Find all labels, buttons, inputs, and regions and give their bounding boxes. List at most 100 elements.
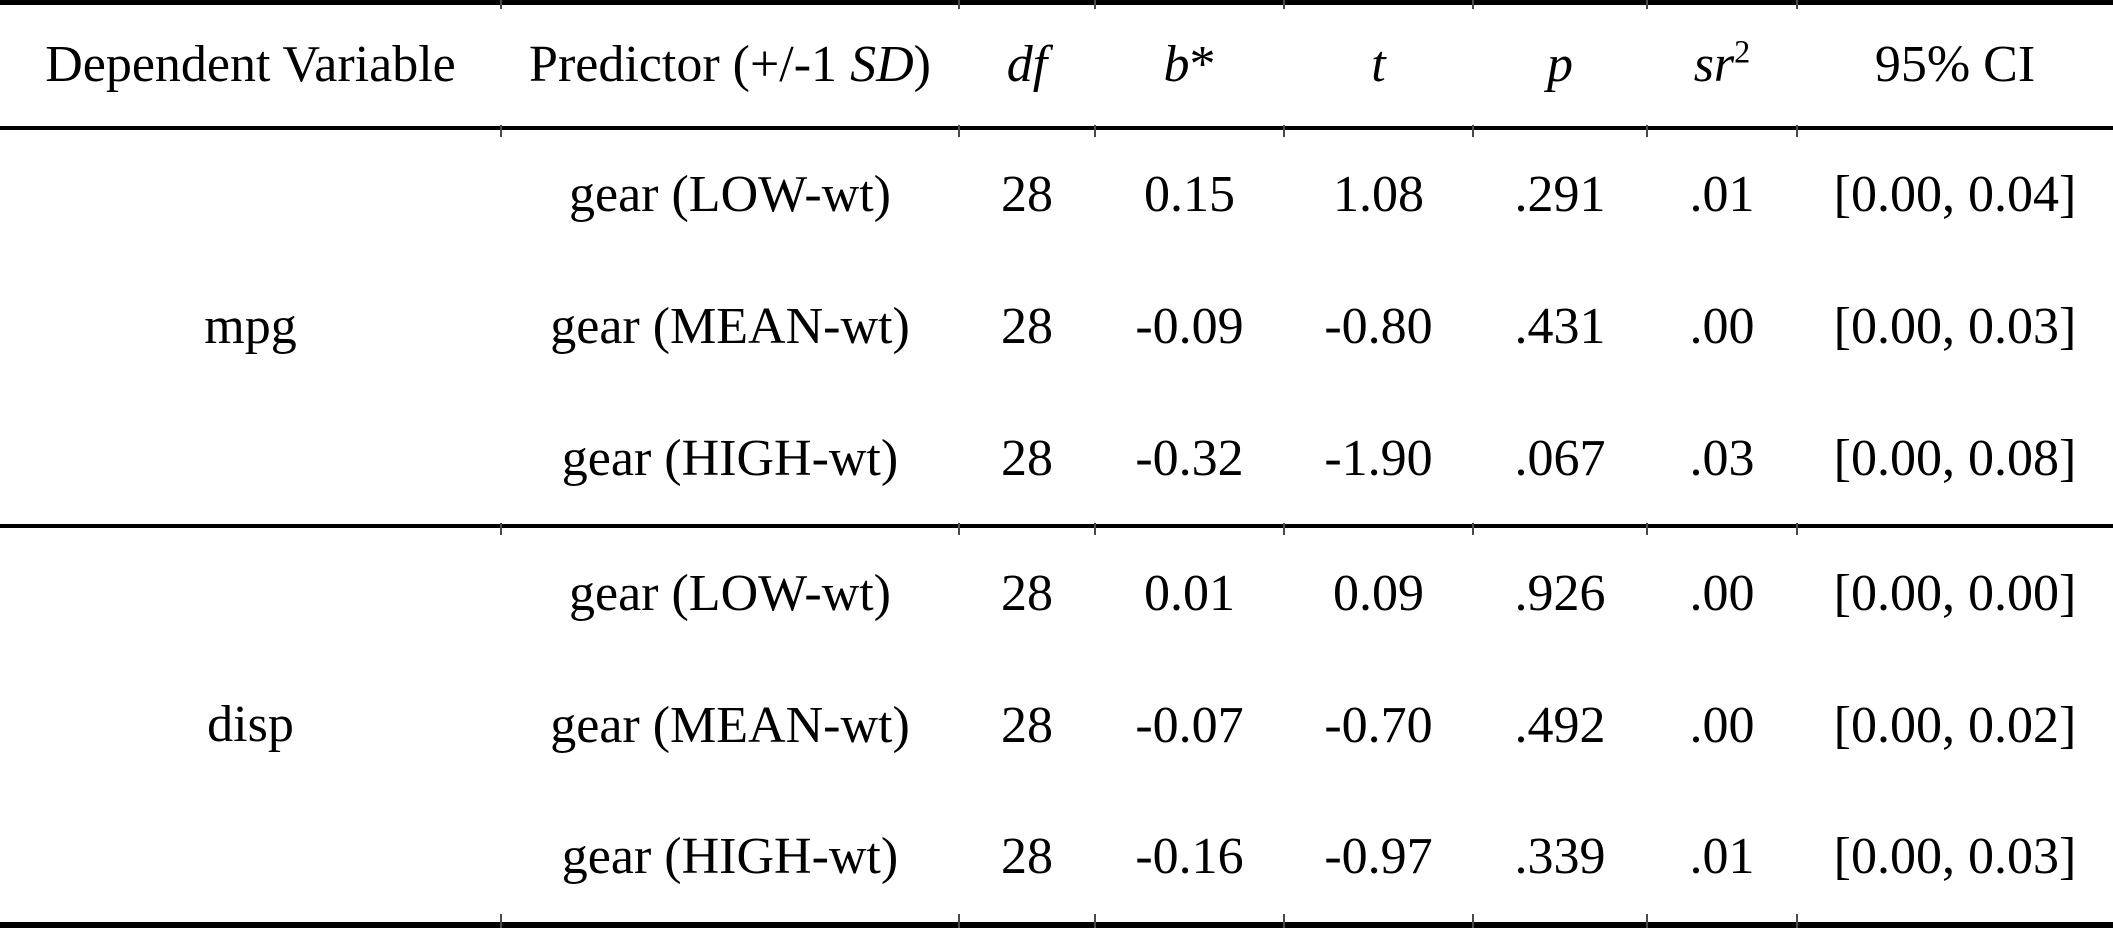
column-junction-tick: [1094, 0, 1096, 9]
cell-b: -0.16: [1135, 828, 1244, 886]
header-t-label: t: [1371, 36, 1386, 94]
header-b-star: b*: [1095, 2, 1284, 130]
cell-p: .339: [1514, 828, 1606, 886]
cell-ci: [0.00, 0.02]: [1833, 696, 2077, 754]
header-dependent-variable-label: Dependent Variable: [45, 36, 456, 94]
cell-df: 28: [1001, 297, 1053, 355]
column-junction-tick: [500, 0, 502, 9]
dv-label-mpg: mpg: [204, 297, 297, 355]
cell-p: .926: [1514, 564, 1606, 622]
column-junction-tick: [958, 125, 960, 137]
column-junction-tick: [1283, 523, 1285, 535]
cell-t: -1.90: [1324, 429, 1433, 487]
column-junction-tick: [1094, 523, 1096, 535]
cell-sr2: .00: [1689, 564, 1755, 622]
row-mpg-low: mpg gear (LOW-wt) 28 0.15 1.08 .291 .01 …: [0, 128, 2113, 355]
column-junction-tick: [500, 125, 502, 137]
cell-predictor: gear (MEAN-wt): [550, 696, 910, 754]
cell-ci: [0.00, 0.03]: [1833, 828, 2077, 886]
column-junction-tick: [1472, 0, 1474, 9]
column-junction-tick: [1283, 0, 1285, 9]
column-junction-tick: [958, 523, 960, 535]
column-junction-tick: [1472, 125, 1474, 137]
cell-b: -0.07: [1135, 696, 1244, 754]
cell-sr2: .01: [1689, 828, 1755, 886]
column-junction-tick: [1796, 523, 1798, 535]
header-b-label: b: [1163, 36, 1190, 94]
cell-df: 28: [1001, 564, 1053, 622]
cell-sr2: .03: [1689, 429, 1755, 487]
header-ci: 95% CI: [1797, 2, 2113, 130]
row-disp-high: gear (HIGH-wt) 28 -0.16 -0.97 .339 .01 […: [0, 792, 2113, 925]
cell-df: 28: [1001, 429, 1053, 487]
cell-predictor: gear (MEAN-wt): [550, 297, 910, 355]
column-junction-tick: [500, 914, 502, 928]
header-p-label: p: [1547, 36, 1573, 94]
cell-p: .291: [1514, 166, 1606, 224]
cell-sr2: .00: [1689, 696, 1755, 754]
cell-t: -0.80: [1324, 297, 1433, 355]
column-junction-tick: [1646, 125, 1648, 137]
cell-t: -0.97: [1324, 828, 1433, 886]
cell-b: 0.01: [1144, 564, 1235, 622]
header-df-label: df: [1006, 36, 1048, 94]
header-predictor-label: Predictor (+/-1: [529, 36, 851, 94]
row-mpg-high: gear (HIGH-wt) 28 -0.32 -1.90 .067 .03 […: [0, 393, 2113, 526]
column-junction-tick: [1283, 125, 1285, 137]
column-junction-tick: [1796, 0, 1798, 9]
header-predictor: Predictor (+/-1 SD): [501, 2, 959, 130]
column-junction-tick: [1796, 125, 1798, 137]
column-junction-tick: [958, 914, 960, 928]
cell-df: 28: [1001, 696, 1053, 754]
cell-df: 28: [1001, 828, 1053, 886]
cell-t: 1.08: [1333, 166, 1424, 224]
group-disp: disp gear (LOW-wt) 28 0.01 0.09 .926 .00…: [0, 526, 2113, 925]
header-sr2: sr2: [1647, 2, 1797, 130]
dv-label-disp: disp: [207, 696, 294, 754]
header-p: p: [1473, 2, 1647, 130]
column-junction-tick: [958, 0, 960, 9]
header-ci-label: 95% CI: [1874, 36, 2036, 94]
cell-p: .492: [1514, 696, 1606, 754]
header-sr-exponent: 2: [1734, 34, 1751, 71]
column-junction-tick: [1094, 914, 1096, 928]
row-disp-mean: gear (MEAN-wt) 28 -0.07 -0.70 .492 .00 […: [0, 659, 2113, 792]
column-junction-tick: [500, 523, 502, 535]
header-predictor-suffix: ): [913, 36, 931, 94]
cell-ci: [0.00, 0.03]: [1833, 297, 2077, 355]
row-mpg-mean: gear (MEAN-wt) 28 -0.09 -0.80 .431 .00 […: [0, 260, 2113, 393]
group-mpg: mpg gear (LOW-wt) 28 0.15 1.08 .291 .01 …: [0, 128, 2113, 527]
column-junction-tick: [1472, 914, 1474, 928]
cell-t: 0.09: [1333, 564, 1424, 622]
column-junction-tick: [1646, 914, 1648, 928]
cell-b: -0.09: [1135, 297, 1244, 355]
cell-sr2: .01: [1689, 166, 1755, 224]
row-disp-low: disp gear (LOW-wt) 28 0.01 0.09 .926 .00…: [0, 526, 2113, 753]
cell-ci: [0.00, 0.08]: [1833, 429, 2077, 487]
header-t: t: [1284, 2, 1473, 130]
cell-b: -0.32: [1135, 429, 1244, 487]
header-dependent-variable: Dependent Variable: [0, 2, 501, 130]
cell-predictor: gear (LOW-wt): [569, 564, 891, 622]
cell-predictor: gear (HIGH-wt): [561, 828, 899, 886]
cell-predictor: gear (LOW-wt): [569, 166, 891, 224]
cell-df: 28: [1001, 166, 1053, 224]
cell-p: .067: [1514, 429, 1606, 487]
column-junction-tick: [1646, 0, 1648, 9]
cell-ci: [0.00, 0.00]: [1833, 564, 2077, 622]
column-junction-tick: [1472, 523, 1474, 535]
cell-ci: [0.00, 0.04]: [1833, 166, 2077, 224]
header-b-asterisk: *: [1189, 36, 1216, 94]
column-junction-tick: [1646, 523, 1648, 535]
header-predictor-sd: SD: [850, 36, 914, 94]
cell-p: .431: [1514, 297, 1606, 355]
cell-sr2: .00: [1689, 297, 1755, 355]
cell-t: -0.70: [1324, 696, 1433, 754]
header-row: Dependent Variable Predictor (+/-1 SD) d…: [0, 2, 2113, 130]
table-header: Dependent Variable Predictor (+/-1 SD) d…: [0, 2, 2113, 130]
column-junction-tick: [1283, 914, 1285, 928]
column-junction-tick: [1094, 125, 1096, 137]
header-df: df: [959, 2, 1095, 130]
